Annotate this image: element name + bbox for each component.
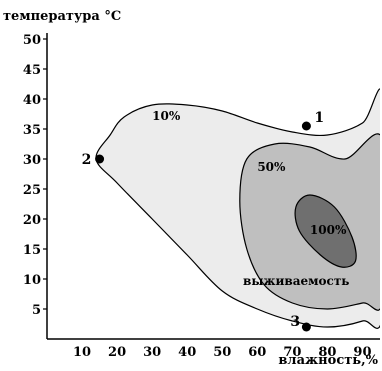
sample-point-label-3: 3 [290,314,300,330]
y-tick-label: 25 [23,183,41,198]
x-tick-label: 70 [283,345,301,360]
y-tick-label: 15 [23,243,41,258]
x-tick-label: 20 [108,345,126,360]
sample-point-label-2: 2 [82,152,92,168]
y-tick-label: 30 [23,153,41,168]
zone-label-1: 10% [152,109,181,123]
zone-label-3: 100% [310,223,347,237]
plot-area: 10% 50% 100% 1 2 3 [82,88,380,332]
survival-zone-3 [294,194,357,268]
x-tick-labels: 10 20 30 40 50 60 70 80 90 [73,345,372,360]
survival-region-label: выживаемость [243,274,349,288]
x-tick-label: 80 [318,345,336,360]
y-tick-label: 5 [32,303,41,318]
y-tick-label: 45 [23,63,41,78]
survival-zones [95,88,380,329]
y-axis-title: температура °С [3,9,121,24]
x-tick-label: 50 [213,345,231,360]
sample-point-3 [301,322,311,332]
zone-labels: 10% 50% 100% [152,109,347,237]
y-tick-label: 40 [23,93,41,108]
zone-label-2: 50% [257,160,286,174]
y-tick-labels: 5 10 15 20 25 30 35 40 45 50 [23,33,47,318]
x-tick-label: 60 [248,345,266,360]
y-tick-label: 35 [23,123,41,138]
x-tick-label: 90 [353,345,371,360]
x-tick-label: 40 [178,345,196,360]
axes [46,33,380,340]
x-tick-label: 30 [143,345,161,360]
sample-point-1 [301,121,311,131]
y-tick-label: 10 [23,273,41,288]
y-tick-label: 20 [23,213,41,228]
sample-point-2 [95,154,105,164]
sample-points: 1 2 3 [82,110,324,332]
x-axis-title: влажность,% [278,353,378,368]
x-tick-label: 10 [73,345,91,360]
y-tick-label: 50 [23,33,41,48]
sample-point-label-1: 1 [314,110,324,126]
